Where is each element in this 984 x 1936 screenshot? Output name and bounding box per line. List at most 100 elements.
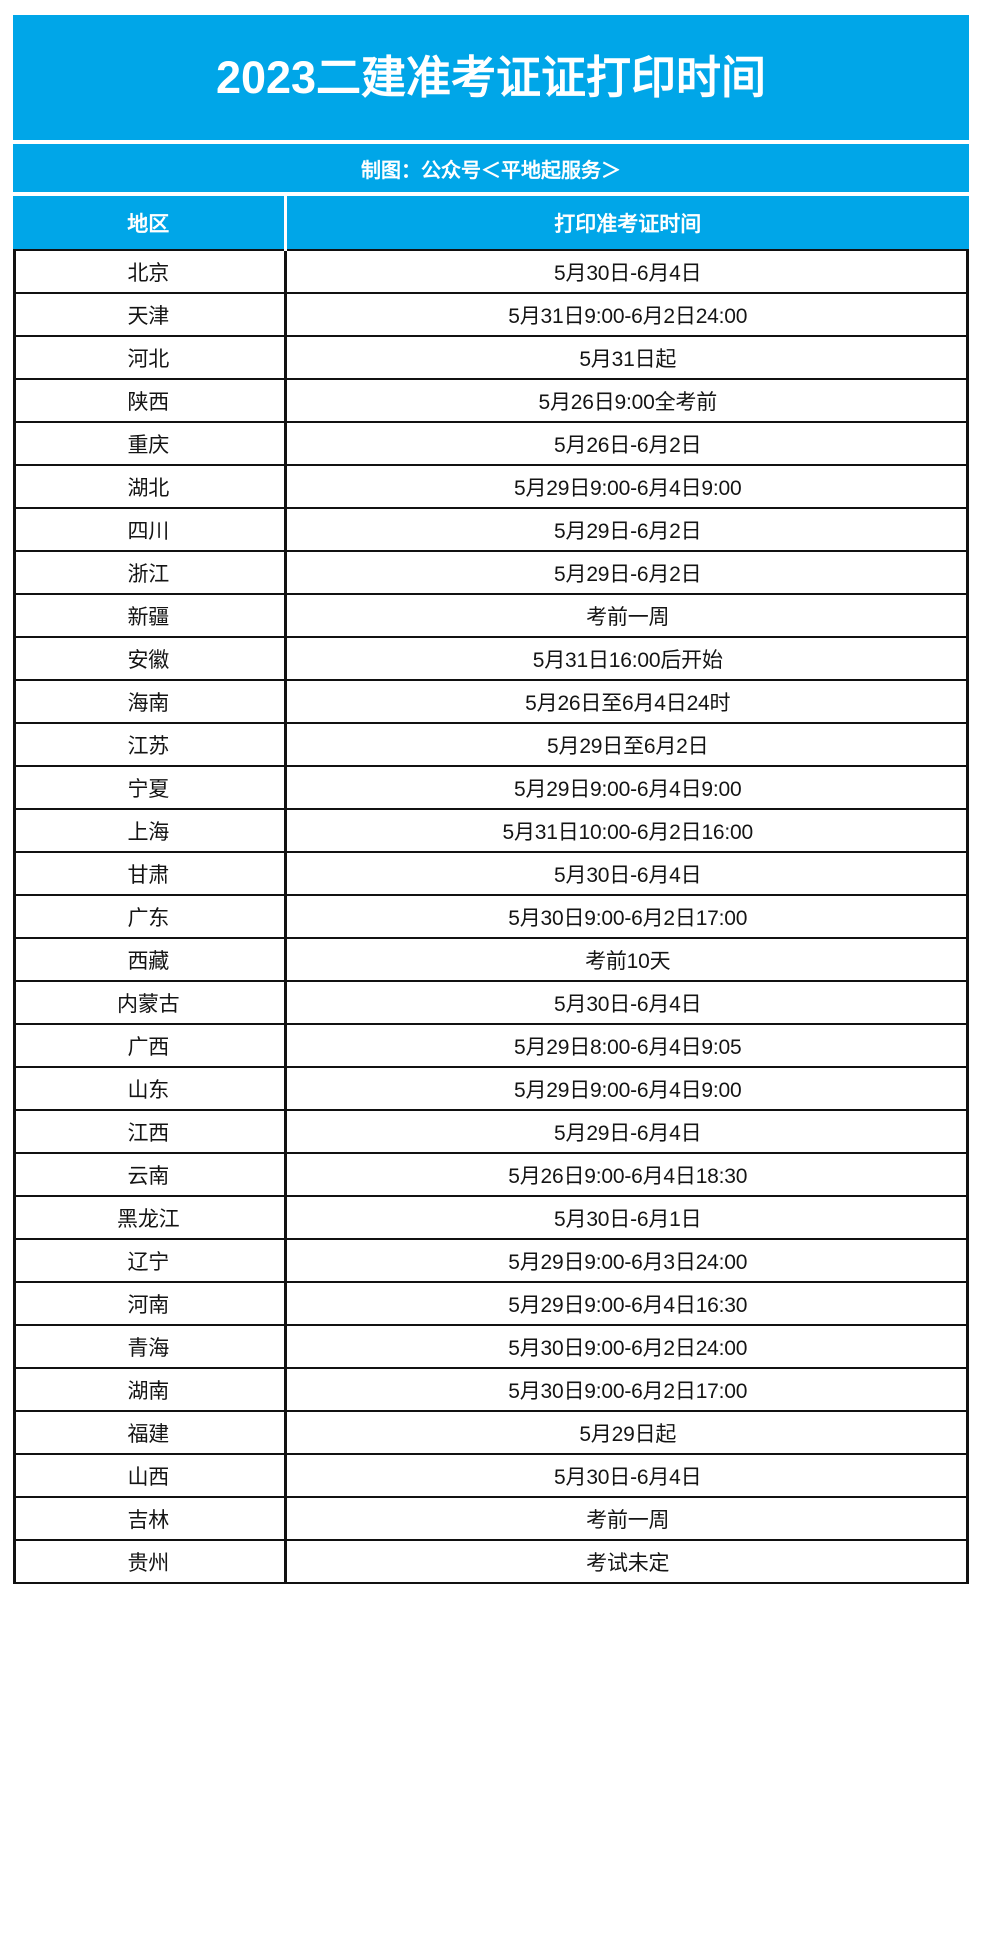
cell-print-time: 5月26日9:00-6月4日18:30 [285, 1153, 969, 1197]
cell-region: 新疆 [13, 594, 287, 638]
table-header: 地区 打印准考证时间 [13, 196, 969, 250]
cell-region: 山西 [13, 1454, 287, 1498]
cell-print-time: 5月31日9:00-6月2日24:00 [285, 293, 969, 337]
cell-region: 湖南 [13, 1368, 287, 1412]
cell-region: 上海 [13, 809, 287, 853]
cell-print-time: 5月26日-6月2日 [285, 422, 969, 466]
table-row: 内蒙古 5月30日-6月4日 [13, 981, 969, 1025]
cell-print-time: 考前10天 [285, 938, 969, 982]
cell-region: 山东 [13, 1067, 287, 1111]
table-row: 宁夏 5月29日9:00-6月4日9:00 [13, 766, 969, 810]
cell-region: 宁夏 [13, 766, 287, 810]
table-row: 甘肃 5月30日-6月4日 [13, 852, 969, 896]
poster-sheet: 2023二建准考证证打印时间 制图：公众号＜平地起服务＞ 地区 打印准考证时间 … [13, 15, 969, 1584]
table-row: 山东 5月29日9:00-6月4日9:00 [13, 1067, 969, 1111]
table-row: 新疆 考前一周 [13, 594, 969, 638]
cell-region: 四川 [13, 508, 287, 552]
cell-print-time: 5月30日-6月4日 [285, 1454, 969, 1498]
credit-divider [13, 192, 969, 196]
print-schedule-table: 地区 打印准考证时间 北京 5月30日-6月4日 天津 5月31日9:00-6月2日2… [13, 196, 969, 1584]
cell-print-time: 5月30日-6月1日 [285, 1196, 969, 1240]
cell-print-time: 5月29日至6月2日 [285, 723, 969, 767]
cell-print-time: 5月30日9:00-6月2日17:00 [285, 895, 969, 939]
cell-region: 贵州 [13, 1540, 287, 1584]
table-row: 云南 5月26日9:00-6月4日18:30 [13, 1153, 969, 1197]
table-row: 广东 5月30日9:00-6月2日17:00 [13, 895, 969, 939]
cell-region: 福建 [13, 1411, 287, 1455]
table-row: 青海 5月30日9:00-6月2日24:00 [13, 1325, 969, 1369]
cell-print-time: 5月30日-6月4日 [285, 249, 969, 294]
table-header-row: 地区 打印准考证时间 [13, 196, 969, 250]
cell-print-time: 5月29日-6月4日 [285, 1110, 969, 1154]
cell-print-time: 5月29日起 [285, 1411, 969, 1455]
cell-print-time: 5月29日-6月2日 [285, 551, 969, 595]
cell-print-time: 5月29日9:00-6月4日9:00 [285, 465, 969, 509]
cell-print-time: 5月30日-6月4日 [285, 852, 969, 896]
cell-region: 湖北 [13, 465, 287, 509]
cell-region: 吉林 [13, 1497, 287, 1541]
cell-print-time: 5月30日9:00-6月2日24:00 [285, 1325, 969, 1369]
table-row: 黑龙江 5月30日-6月1日 [13, 1196, 969, 1240]
cell-region: 江苏 [13, 723, 287, 767]
cell-region: 海南 [13, 680, 287, 724]
cell-print-time: 5月31日16:00后开始 [285, 637, 969, 681]
table-row: 安徽 5月31日16:00后开始 [13, 637, 969, 681]
table-row: 辽宁 5月29日9:00-6月3日24:00 [13, 1239, 969, 1283]
table-wrapper: 地区 打印准考证时间 北京 5月30日-6月4日 天津 5月31日9:00-6月2日2… [13, 196, 969, 1584]
cell-region: 云南 [13, 1153, 287, 1197]
table-row: 湖北 5月29日9:00-6月4日9:00 [13, 465, 969, 509]
cell-print-time: 5月31日10:00-6月2日16:00 [285, 809, 969, 853]
cell-print-time: 考试未定 [285, 1540, 969, 1584]
page-title: 2023二建准考证证打印时间 [215, 52, 767, 103]
cell-print-time: 考前一周 [285, 1497, 969, 1541]
cell-region: 河南 [13, 1282, 287, 1326]
column-header-time: 打印准考证时间 [285, 196, 969, 250]
cell-print-time: 5月29日9:00-6月4日9:00 [285, 1067, 969, 1111]
table-body: 北京 5月30日-6月4日 天津 5月31日9:00-6月2日24:00 河北 5月31日… [13, 249, 969, 1584]
cell-region: 陕西 [13, 379, 287, 423]
table-row: 河北 5月31日起 [13, 336, 969, 380]
table-row: 浙江 5月29日-6月2日 [13, 551, 969, 595]
cell-region: 广西 [13, 1024, 287, 1068]
cell-region: 内蒙古 [13, 981, 287, 1025]
table-row: 湖南 5月30日9:00-6月2日17:00 [13, 1368, 969, 1412]
cell-region: 黑龙江 [13, 1196, 287, 1240]
table-row: 福建 5月29日起 [13, 1411, 969, 1455]
cell-print-time: 5月29日-6月2日 [285, 508, 969, 552]
banner-divider [13, 140, 969, 144]
cell-region: 天津 [13, 293, 287, 337]
table-row: 海南 5月26日至6月4日24时 [13, 680, 969, 724]
column-header-region: 地区 [13, 196, 287, 250]
cell-print-time: 5月29日9:00-6月4日16:30 [285, 1282, 969, 1326]
cell-print-time: 5月30日-6月4日 [285, 981, 969, 1025]
cell-region: 北京 [13, 249, 287, 294]
cell-print-time: 5月29日8:00-6月4日9:05 [285, 1024, 969, 1068]
cell-print-time: 考前一周 [285, 594, 969, 638]
credit-banner: 制图：公众号＜平地起服务＞ [13, 144, 969, 192]
title-banner: 2023二建准考证证打印时间 [13, 15, 969, 140]
cell-print-time: 5月31日起 [285, 336, 969, 380]
table-row: 河南 5月29日9:00-6月4日16:30 [13, 1282, 969, 1326]
table-row: 贵州 考试未定 [13, 1540, 969, 1584]
cell-print-time: 5月30日9:00-6月2日17:00 [285, 1368, 969, 1412]
table-row: 广西 5月29日8:00-6月4日9:05 [13, 1024, 969, 1068]
cell-region: 青海 [13, 1325, 287, 1369]
table-row: 重庆 5月26日-6月2日 [13, 422, 969, 466]
cell-region: 西藏 [13, 938, 287, 982]
table-row: 北京 5月30日-6月4日 [13, 249, 969, 294]
table-row: 天津 5月31日9:00-6月2日24:00 [13, 293, 969, 337]
cell-region: 辽宁 [13, 1239, 287, 1283]
cell-print-time: 5月26日9:00全考前 [285, 379, 969, 423]
cell-region: 重庆 [13, 422, 287, 466]
table-row: 西藏 考前10天 [13, 938, 969, 982]
cell-print-time: 5月29日9:00-6月4日9:00 [285, 766, 969, 810]
cell-print-time: 5月29日9:00-6月3日24:00 [285, 1239, 969, 1283]
table-row: 上海 5月31日10:00-6月2日16:00 [13, 809, 969, 853]
table-row: 吉林 考前一周 [13, 1497, 969, 1541]
table-row: 山西 5月30日-6月4日 [13, 1454, 969, 1498]
cell-region: 安徽 [13, 637, 287, 681]
cell-region: 江西 [13, 1110, 287, 1154]
credit-text: 制图：公众号＜平地起服务＞ [361, 159, 621, 182]
cell-region: 广东 [13, 895, 287, 939]
